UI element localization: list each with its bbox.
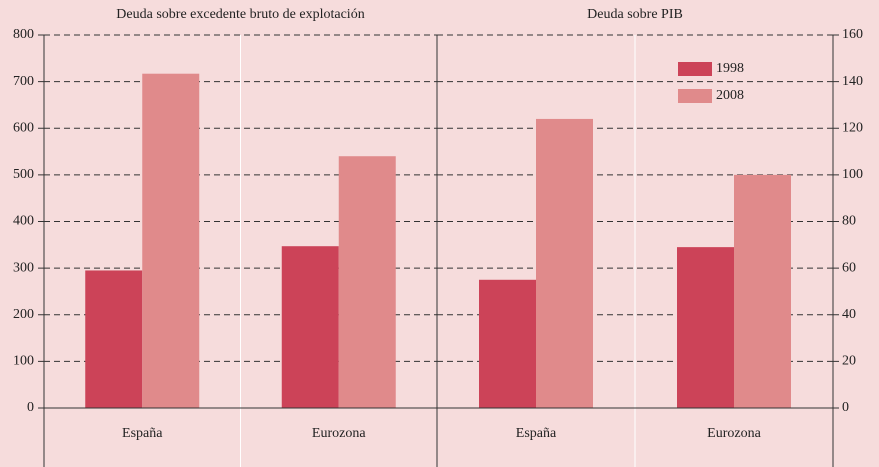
y2-tick-label: 120 (842, 120, 863, 135)
bar (142, 73, 200, 408)
legend-label: 1998 (716, 61, 744, 76)
x-tick-label: España (122, 426, 163, 441)
y2-tick-label: 60 (842, 260, 856, 275)
y-tick-label: 0 (27, 400, 34, 415)
bar (479, 279, 536, 408)
bar (536, 118, 593, 409)
y-tick-label: 400 (13, 214, 34, 229)
panel-title: Deuda sobre PIB (587, 7, 683, 22)
bar (338, 156, 396, 408)
y-tick-label: 700 (13, 74, 34, 89)
y2-tick-label: 80 (842, 214, 856, 229)
y2-tick-label: 20 (842, 354, 856, 369)
x-tick-label: España (516, 426, 557, 441)
y2-tick-label: 40 (842, 307, 856, 322)
y-tick-label: 200 (13, 307, 34, 322)
y-tick-label: 100 (13, 354, 34, 369)
legend-label: 2008 (716, 88, 744, 103)
y-tick-label: 800 (13, 27, 34, 42)
bar (85, 270, 143, 408)
x-tick-label: Eurozona (312, 426, 366, 441)
legend-swatch (678, 62, 712, 76)
legend-swatch (678, 89, 712, 103)
y2-tick-label: 140 (842, 74, 863, 89)
y-tick-label: 300 (13, 260, 34, 275)
y2-tick-label: 100 (842, 167, 863, 182)
panel-title: Deuda sobre excedente bruto de explotaci… (116, 7, 364, 22)
bar (734, 174, 791, 408)
y2-tick-label: 0 (842, 400, 849, 415)
bar (677, 247, 734, 408)
bar (281, 246, 339, 408)
y-tick-label: 500 (13, 167, 34, 182)
x-tick-label: Eurozona (707, 426, 761, 441)
y2-tick-label: 160 (842, 27, 863, 42)
y-tick-label: 600 (13, 120, 34, 135)
